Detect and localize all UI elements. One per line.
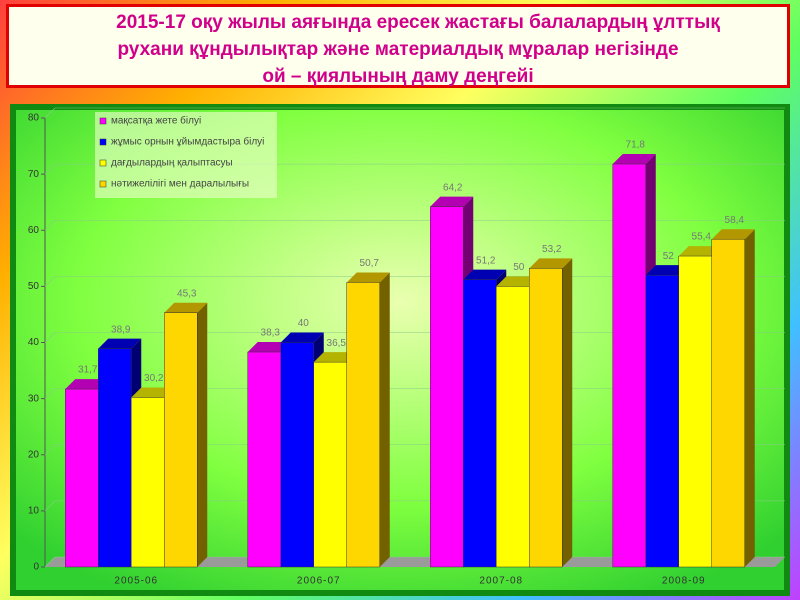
bar-top: [645, 265, 689, 276]
data-label: 55,4: [692, 232, 712, 243]
legend: [95, 112, 277, 198]
data-label: 38,9: [111, 324, 131, 335]
title-line: 2015-17 оқу жылы аяғында ересек жастағы …: [116, 12, 720, 33]
bar-side: [744, 229, 755, 568]
grid-line: [44, 500, 56, 512]
data-label: 38,3: [261, 328, 281, 339]
grid-line: [44, 276, 56, 287]
bar-top: [678, 246, 722, 257]
data-label: 53,2: [542, 244, 562, 255]
data-label: 50: [513, 262, 525, 273]
bar: [496, 286, 530, 568]
legend-label: жұмыс орнын ұйымдастыра білуі: [111, 136, 264, 148]
grid-line: [44, 107, 56, 119]
y-tick-label: 40: [28, 337, 40, 348]
grid-line: [44, 163, 56, 175]
bar: [463, 279, 497, 568]
data-label: 50,7: [360, 258, 380, 269]
y-tick-label: 70: [28, 169, 40, 180]
x-tick-label: 2007-08: [479, 576, 523, 587]
title-line: рухани құндылықтар және материалдық мұра…: [117, 39, 679, 60]
title-line: ой – қиялының даму деңгейі: [262, 66, 534, 87]
bar-top: [98, 338, 142, 349]
data-label: 58,4: [725, 215, 745, 226]
grid-line: [44, 220, 56, 231]
bar: [430, 206, 464, 568]
bar-top: [131, 387, 175, 398]
bar-top: [313, 352, 357, 363]
bar: [711, 238, 745, 568]
data-label: 52: [663, 251, 675, 262]
bar-top: [463, 269, 507, 280]
data-label: 51,2: [476, 255, 496, 266]
x-tick-label: 2005-06: [114, 576, 158, 587]
y-tick-label: 30: [28, 393, 40, 404]
y-tick-label: 0: [33, 562, 39, 573]
bar: [247, 351, 281, 568]
bar-top: [612, 154, 656, 165]
bar: [678, 255, 712, 568]
x-tick-label: 2008-09: [662, 576, 706, 587]
bar-side: [197, 302, 208, 567]
legend-swatch: [99, 159, 107, 167]
grid-line: [44, 388, 56, 399]
y-tick-label: 50: [28, 281, 40, 292]
legend-label: нәтижелілігі мен даралылығы: [111, 179, 249, 190]
bar: [65, 388, 99, 568]
legend-label: дағдылардың қалыптасуы: [111, 158, 233, 169]
legend-swatch: [99, 180, 107, 188]
x-tick-label: 2006-07: [297, 576, 341, 587]
bar: [164, 312, 198, 568]
data-label: 30,2: [144, 373, 164, 384]
data-label: 64,2: [443, 182, 463, 193]
legend-label: мақсатқа жете білуі: [111, 115, 201, 127]
bar: [98, 348, 132, 568]
legend-swatch: [99, 138, 107, 146]
bar-top: [346, 272, 390, 283]
bar-top: [529, 258, 573, 269]
data-label: 71,8: [626, 140, 646, 151]
bar-top: [496, 276, 540, 287]
floor: [45, 557, 785, 567]
data-label: 40: [298, 318, 310, 329]
grid-line: [44, 444, 56, 455]
bar-top: [164, 302, 208, 313]
grid-line: [44, 556, 56, 568]
bar-top: [280, 332, 324, 343]
bar-side: [379, 272, 390, 567]
y-tick-label: 20: [28, 449, 40, 460]
y-tick-label: 10: [28, 506, 40, 517]
legend-swatch: [99, 117, 107, 125]
bar: [313, 361, 347, 568]
data-label: 31,7: [78, 365, 98, 376]
bar: [612, 163, 646, 568]
y-tick-label: 60: [28, 225, 40, 236]
bar: [529, 268, 563, 568]
data-label: 36,5: [327, 338, 347, 349]
bar: [346, 282, 380, 568]
bar: [280, 342, 314, 568]
bar-top: [711, 229, 755, 240]
bar-side: [562, 258, 573, 567]
grid-line: [44, 332, 56, 343]
bar: [131, 397, 165, 568]
bar: [645, 274, 679, 568]
bar-top: [247, 342, 291, 353]
y-tick-label: 80: [28, 113, 40, 124]
data-label: 45,3: [177, 288, 197, 299]
bar-top: [430, 196, 474, 207]
bar-top: [65, 379, 109, 390]
title-box: 2015-17 оқу жылы аяғында ересек жастағы …: [6, 4, 790, 88]
